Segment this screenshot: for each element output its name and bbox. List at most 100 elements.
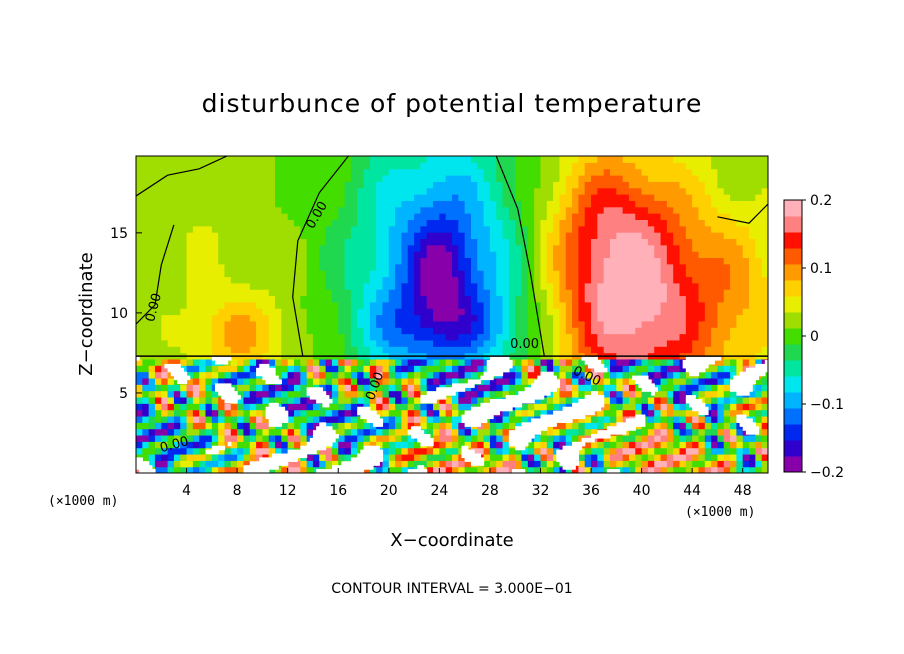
heatmap-cell	[572, 232, 579, 240]
heatmap-cell	[218, 276, 226, 284]
heatmap-cell	[205, 422, 213, 430]
heatmap-cell	[546, 333, 554, 341]
heatmap-cell	[376, 314, 384, 322]
heatmap-cell	[572, 225, 579, 233]
heatmap-cell	[281, 301, 289, 309]
heatmap-cell	[711, 422, 719, 430]
heatmap-cell	[173, 213, 181, 220]
heatmap-cell	[243, 460, 251, 468]
heatmap-cell	[180, 333, 188, 341]
heatmap-cell	[521, 238, 529, 246]
heatmap-cell	[603, 156, 611, 163]
heatmap-cell	[673, 263, 681, 271]
heatmap-cell	[527, 441, 535, 449]
heatmap-cell	[249, 244, 257, 252]
heatmap-cell	[363, 263, 371, 271]
heatmap-cell	[382, 213, 390, 220]
heatmap-cell	[647, 206, 655, 214]
heatmap-cell	[666, 219, 674, 227]
heatmap-cell	[426, 308, 434, 316]
heatmap-cell	[540, 466, 548, 473]
heatmap-cell	[237, 251, 245, 259]
heatmap-cell	[673, 390, 681, 398]
heatmap-cell	[698, 276, 706, 284]
heatmap-cell	[363, 257, 371, 265]
heatmap-cell	[388, 244, 396, 252]
heatmap-cell	[679, 206, 687, 214]
heatmap-cell	[407, 232, 415, 240]
heatmap-cell	[723, 308, 731, 316]
heatmap-cell	[401, 447, 409, 455]
heatmap-cell	[572, 377, 579, 385]
heatmap-cell	[186, 156, 194, 163]
heatmap-cell	[306, 327, 314, 335]
heatmap-cell	[294, 194, 301, 201]
heatmap-cell	[325, 346, 333, 354]
heatmap-cell	[142, 263, 150, 271]
heatmap-cell	[717, 213, 725, 220]
heatmap-cell	[749, 225, 756, 233]
heatmap-cell	[534, 295, 542, 303]
heatmap-cell	[192, 447, 200, 455]
heatmap-cell	[357, 396, 365, 404]
heatmap-cell	[382, 263, 390, 271]
heatmap-cell	[508, 181, 516, 189]
heatmap-cell	[578, 466, 586, 473]
heatmap-cell	[515, 320, 523, 328]
heatmap-cell	[496, 384, 504, 392]
heatmap-cell	[161, 200, 169, 208]
heatmap-cell	[717, 232, 725, 240]
heatmap-cell	[730, 320, 737, 328]
heatmap-cell	[704, 434, 712, 442]
heatmap-cell	[401, 295, 409, 303]
heatmap-cell	[268, 390, 276, 398]
heatmap-cell	[325, 187, 333, 195]
heatmap-cell	[148, 238, 156, 246]
heatmap-cell	[136, 270, 143, 278]
heatmap-cell	[426, 339, 434, 347]
heatmap-cell	[256, 263, 263, 271]
heatmap-cell	[281, 396, 289, 404]
heatmap-cell	[730, 390, 737, 398]
heatmap-cell	[572, 358, 579, 366]
heatmap-cell	[654, 206, 662, 214]
heatmap-cell	[325, 232, 333, 240]
heatmap-cell	[344, 156, 352, 163]
heatmap-cell	[508, 219, 516, 227]
heatmap-cell	[173, 270, 181, 278]
heatmap-cell	[180, 282, 188, 290]
heatmap-cell	[243, 384, 251, 392]
heatmap-cell	[628, 339, 636, 347]
heatmap-cell	[180, 206, 188, 214]
heatmap-cell	[616, 390, 624, 398]
heatmap-cell	[338, 200, 346, 208]
heatmap-cell	[496, 295, 504, 303]
heatmap-cell	[192, 162, 200, 170]
heatmap-cell	[692, 441, 700, 449]
heatmap-cell	[205, 428, 213, 436]
heatmap-cell	[439, 251, 447, 259]
heatmap-cell	[628, 466, 636, 473]
heatmap-cell	[489, 301, 497, 309]
heatmap-cell	[622, 251, 630, 259]
heatmap-cell	[578, 194, 586, 201]
heatmap-cell	[723, 377, 731, 385]
heatmap-cell	[262, 257, 270, 265]
heatmap-cell	[407, 460, 415, 468]
heatmap-cell	[395, 434, 403, 442]
heatmap-cell	[331, 225, 339, 233]
heatmap-cell	[388, 409, 396, 417]
heatmap-cell	[376, 320, 384, 328]
heatmap-cell	[723, 187, 731, 195]
heatmap-cell	[173, 415, 181, 423]
heatmap-cell	[736, 358, 744, 366]
heatmap-cell	[660, 282, 668, 290]
heatmap-cell	[534, 263, 542, 271]
heatmap-cell	[439, 415, 447, 423]
heatmap-cell	[496, 194, 504, 201]
heatmap-cell	[616, 270, 624, 278]
heatmap-cell	[426, 206, 434, 214]
heatmap-cell	[300, 200, 308, 208]
heatmap-cell	[256, 276, 263, 284]
heatmap-cell	[414, 415, 421, 423]
